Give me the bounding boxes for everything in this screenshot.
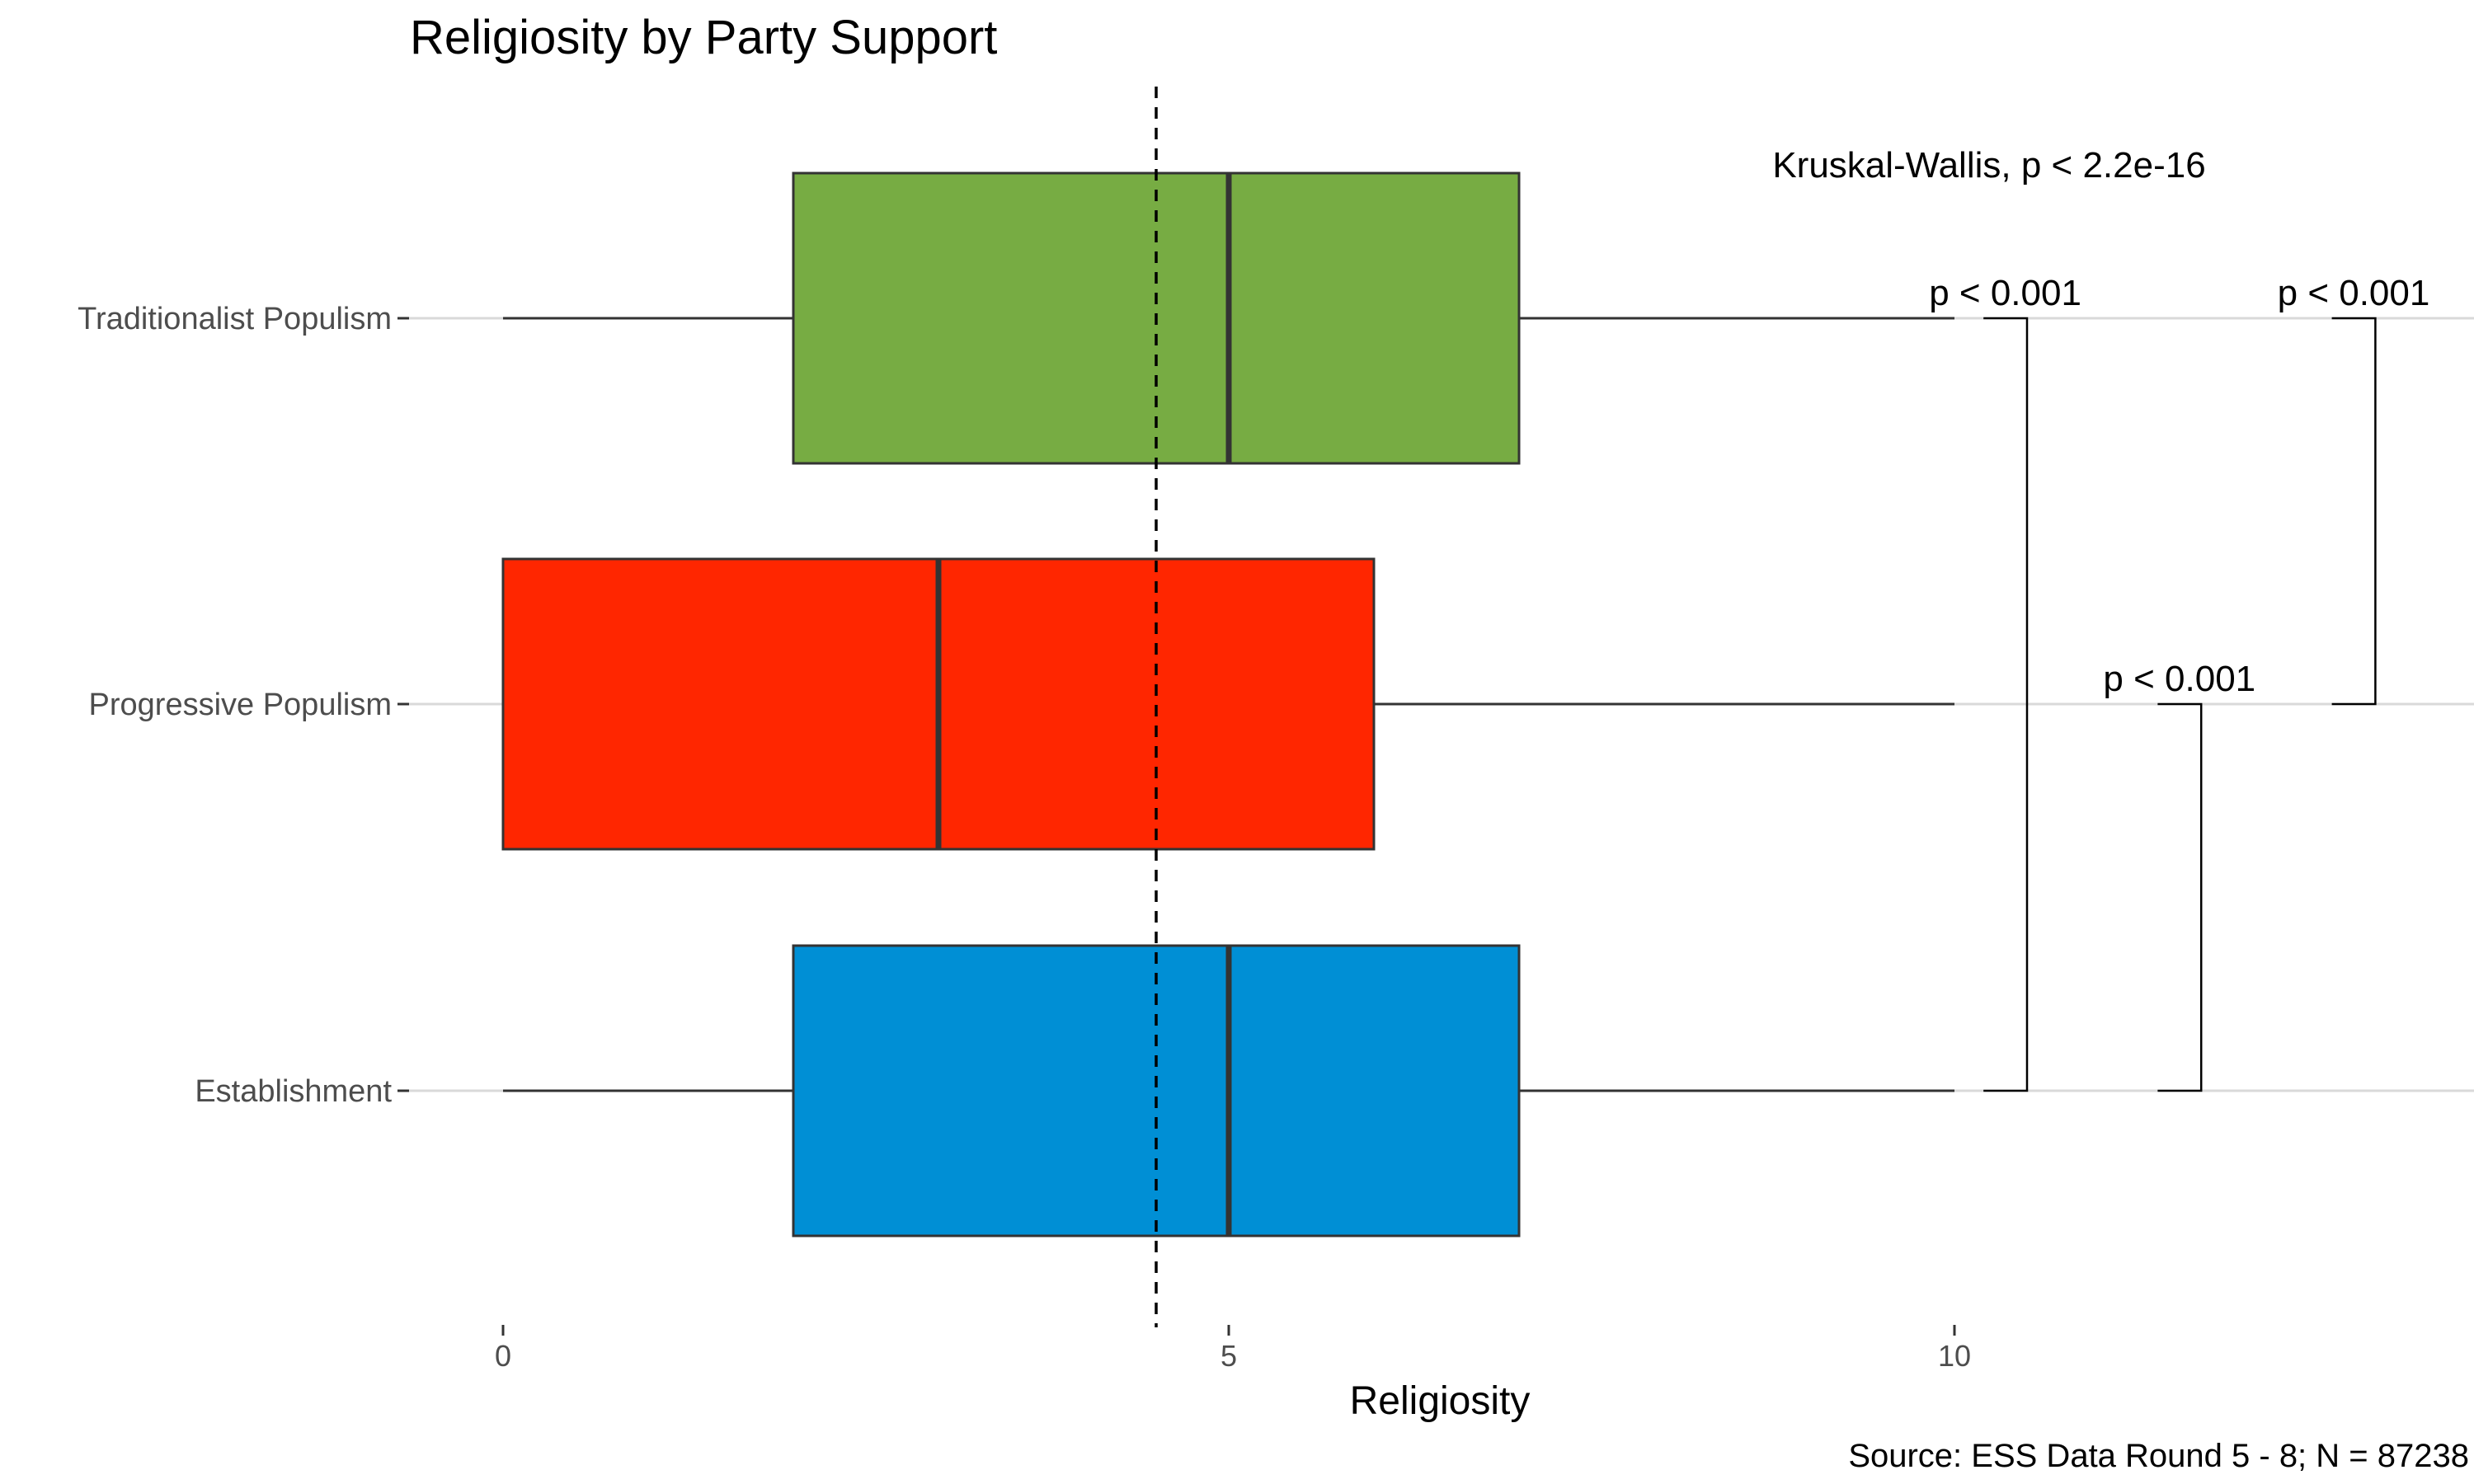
comparison-p-label: p < 0.001 (2278, 273, 2430, 313)
x-axis-ticks: 0 5 10 (495, 1325, 1971, 1373)
chart-title: Religiosity by Party Support (410, 11, 997, 64)
comparison-p-label: p < 0.001 (1929, 273, 2081, 313)
comparison-bracket (1983, 317, 2029, 1092)
whiskers (503, 317, 1954, 1092)
x-axis-label: Religiosity (1350, 1379, 1531, 1423)
comparison-bracket (2331, 317, 2377, 706)
y-axis-labels: Traditionalist Populism Progressive Popul… (78, 302, 409, 1109)
y-tick-label: Establishment (195, 1074, 392, 1109)
x-tick-label: 0 (495, 1339, 511, 1373)
box (792, 944, 1521, 1237)
comparison-brackets: p < 0.001 p < 0.001 p < 0.001 (1929, 273, 2430, 1092)
boxes (501, 171, 1521, 1237)
overall-test-label: Kruskal-Wallis, p < 2.2e-16 (1772, 145, 2205, 186)
y-tick-label: Progressive Populism (89, 688, 392, 722)
comparison-p-label: p < 0.001 (2103, 659, 2255, 699)
y-tick-label: Traditionalist Populism (78, 302, 392, 336)
chart-caption: Source: ESS Data Round 5 - 8; N = 87238 (1848, 1438, 2469, 1474)
x-tick-label: 10 (1938, 1339, 1971, 1373)
x-tick-label: 5 (1221, 1339, 1237, 1373)
comparison-bracket (2157, 702, 2203, 1092)
